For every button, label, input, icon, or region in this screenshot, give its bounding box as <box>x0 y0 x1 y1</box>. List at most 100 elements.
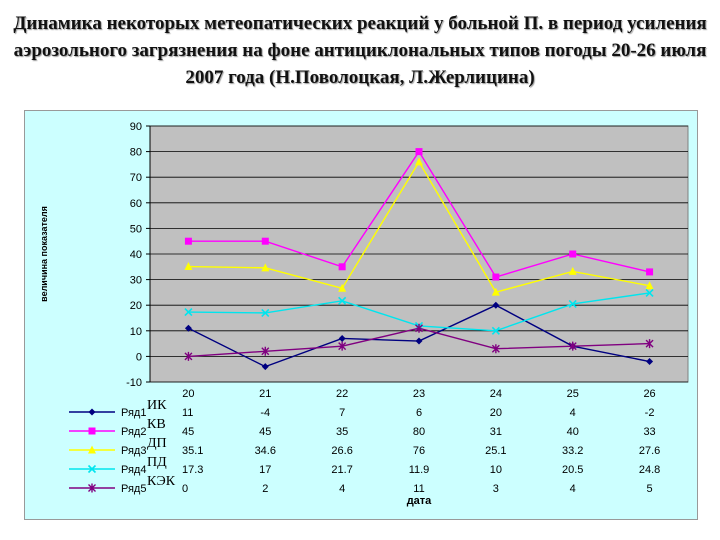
data-table-cell: 11 <box>182 407 193 419</box>
data-point <box>87 464 97 474</box>
y-tick-label: 70 <box>130 172 142 184</box>
data-point <box>338 296 347 305</box>
data-point <box>568 341 577 351</box>
data-point <box>645 288 654 297</box>
data-table-cell: 26.6 <box>331 445 352 457</box>
series-annotation: ПД <box>147 455 167 470</box>
data-table-cell: 27.6 <box>639 445 660 457</box>
legend-series-name: Ряд5 <box>121 483 146 495</box>
data-point <box>568 266 577 275</box>
data-point <box>645 339 654 349</box>
data-point <box>415 157 423 166</box>
data-point <box>184 262 193 271</box>
data-table-cell: 80 <box>413 426 425 438</box>
y-tick-label: 20 <box>130 300 142 312</box>
y-tick-label: 80 <box>130 147 142 159</box>
y-tick-label: 0 <box>136 351 142 363</box>
data-point <box>492 273 500 281</box>
data-point <box>645 281 654 290</box>
data-point <box>338 283 347 292</box>
y-tick-label: 40 <box>130 249 142 261</box>
data-point <box>415 323 423 333</box>
y-tick-label: 30 <box>130 275 142 287</box>
data-table-cell: 20 <box>490 407 502 419</box>
y-axis-label: величина показателя <box>39 206 49 302</box>
data-point <box>415 337 423 345</box>
data-point <box>491 287 500 296</box>
data-table-cell: 11 <box>413 483 424 495</box>
data-point <box>492 301 500 309</box>
series-annotation: ИК <box>147 398 167 413</box>
legend-series-name: Ряд1 <box>121 407 146 419</box>
data-table-cell: 20.5 <box>562 464 583 476</box>
x-tick-label: 22 <box>336 388 348 400</box>
data-table-cell: 33.2 <box>562 445 583 457</box>
data-table-cell: 35 <box>336 426 348 438</box>
data-point <box>491 344 500 354</box>
data-table-cell: 4 <box>339 483 345 495</box>
data-table-cell: 31 <box>490 426 502 438</box>
data-point <box>88 483 96 493</box>
data-point <box>184 324 192 332</box>
data-table-cell: 0 <box>182 483 188 495</box>
data-table-cell: 21.7 <box>331 464 352 476</box>
data-point <box>184 351 193 361</box>
data-point <box>261 237 269 245</box>
x-tick-label: 24 <box>490 388 502 400</box>
data-table-cell: 4 <box>570 483 576 495</box>
series-annotation: КВ <box>147 417 166 432</box>
data-point <box>184 308 193 317</box>
data-table-cell: 4 <box>570 407 576 419</box>
data-table-cell: 11.9 <box>409 464 430 476</box>
legend-series-name: Ряд4 <box>121 464 146 476</box>
data-point <box>261 263 270 272</box>
data-point <box>261 308 270 317</box>
legend-series-name: Ряд3 <box>121 445 146 457</box>
legend-series-name: Ряд2 <box>121 426 146 438</box>
data-point <box>569 250 577 258</box>
x-tick-label: 23 <box>413 388 425 400</box>
chart-panel: -10 0 10 20 30 40 50 60 70 80 90 20 21 22 23 24 25 26 вели… <box>24 110 698 520</box>
data-point <box>646 268 654 276</box>
data-table-cell: 7 <box>339 407 345 419</box>
x-tick-label: 20 <box>182 388 194 400</box>
data-table-cell: 2 <box>262 483 268 495</box>
data-point <box>261 346 270 356</box>
x-axis-label: дата <box>407 495 432 507</box>
data-point <box>184 237 192 245</box>
y-tick-label: 90 <box>130 121 142 133</box>
data-point <box>88 408 96 416</box>
data-table-cell: 17 <box>259 464 271 476</box>
data-point <box>261 363 269 371</box>
y-tick-label: 60 <box>130 198 142 210</box>
data-table-cell: -4 <box>260 407 270 419</box>
series-annotation: КЭК <box>147 474 176 489</box>
data-point <box>338 263 346 271</box>
data-table-cell: 35.1 <box>182 445 203 457</box>
data-table-cell: 3 <box>493 483 499 495</box>
y-tick-label: 10 <box>130 326 142 338</box>
data-point <box>415 148 423 156</box>
x-tick-label: 21 <box>259 388 271 400</box>
data-table-cell: 34.6 <box>255 445 276 457</box>
data-table-cell: 45 <box>182 426 194 438</box>
data-point <box>338 334 346 342</box>
data-table-cell: 25.1 <box>485 445 506 457</box>
data-table-cell: 5 <box>647 483 653 495</box>
data-point <box>88 445 96 454</box>
series-annotation: ДП <box>147 436 167 451</box>
x-tick-label: 25 <box>567 388 579 400</box>
data-point <box>568 299 577 308</box>
data-table-cell: 33 <box>643 426 655 438</box>
data-point <box>646 358 654 366</box>
data-table-cell: 17.3 <box>182 464 203 476</box>
y-tick-label: -10 <box>126 377 142 389</box>
data-table-cell: 45 <box>259 426 271 438</box>
data-table-cell: 10 <box>490 464 502 476</box>
slide-title: Динамика некоторых метеопатических реакц… <box>13 13 707 88</box>
y-tick-label: 50 <box>130 223 142 235</box>
data-table-cell: 24.8 <box>639 464 660 476</box>
data-point <box>88 427 96 435</box>
data-point <box>338 341 347 351</box>
